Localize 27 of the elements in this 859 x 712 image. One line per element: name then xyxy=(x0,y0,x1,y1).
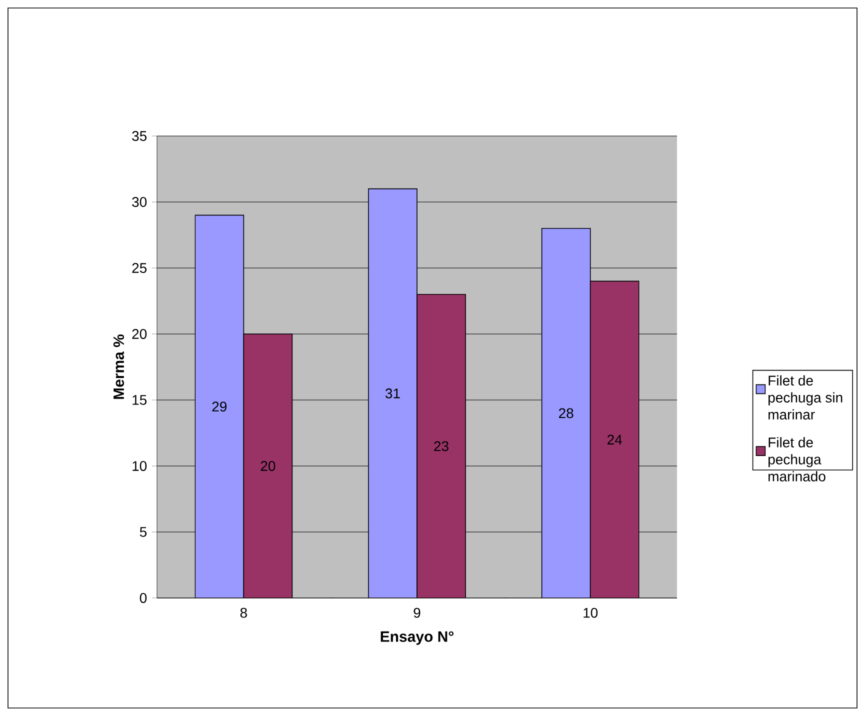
y-tick-label: 10 xyxy=(132,461,147,471)
bar xyxy=(243,334,293,598)
x-axis-title: Ensayo N° xyxy=(380,631,454,645)
y-tick-label: 15 xyxy=(132,395,147,405)
data-label: 28 xyxy=(558,408,574,418)
data-label: 29 xyxy=(212,402,227,412)
bar xyxy=(416,294,466,598)
x-tick-label: 10 xyxy=(584,608,598,618)
y-tick-label: 20 xyxy=(132,329,147,339)
y-tick-label: 25 xyxy=(132,263,147,273)
data-label: 31 xyxy=(385,388,400,398)
bar xyxy=(194,214,244,598)
data-label: 23 xyxy=(434,441,448,452)
y-tick-label: 30 xyxy=(132,197,147,207)
x-tick-label: 8 xyxy=(240,608,247,618)
x-tick-label: 9 xyxy=(414,608,420,618)
bar xyxy=(590,280,640,598)
data-label: 24 xyxy=(608,434,622,444)
bar xyxy=(541,228,591,598)
y-tick-label: 0 xyxy=(140,593,147,603)
y-axis-title: Merma % xyxy=(113,334,124,399)
y-tick-label: 35 xyxy=(132,131,147,141)
bar xyxy=(368,188,418,598)
legend-label: Filet de pechuga sin marinar xyxy=(768,375,842,420)
legend-label: Filet de pechuga marinado xyxy=(768,437,826,482)
data-label: 20 xyxy=(260,461,276,471)
y-tick-label: 5 xyxy=(140,527,147,537)
